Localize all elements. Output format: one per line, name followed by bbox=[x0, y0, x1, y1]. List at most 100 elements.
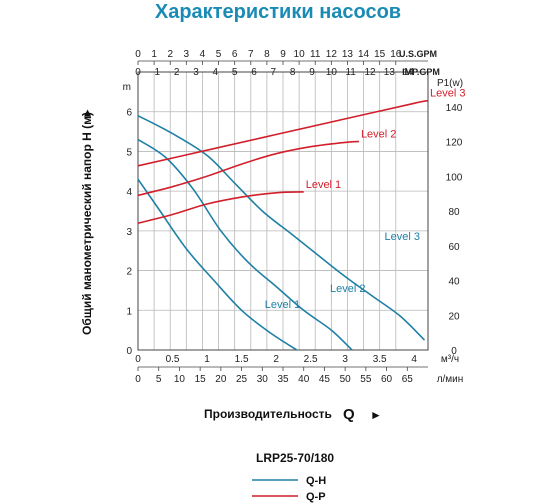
x-axis-label: Производительность bbox=[204, 407, 332, 421]
power-tick-label: 80 bbox=[448, 207, 460, 218]
impgpm-tick-label: 13 bbox=[384, 67, 396, 78]
model-name: LRP25-70/180 bbox=[256, 451, 334, 465]
head-tick-label: 4 bbox=[126, 187, 132, 198]
qp-curve-level-3 bbox=[137, 99, 429, 167]
lmin-tick-label: 25 bbox=[236, 374, 248, 385]
qh-curve-level-1 bbox=[137, 178, 298, 351]
qp-curve-level-2 bbox=[137, 140, 360, 197]
y-axis-label: Общий манометрический напор H (м) bbox=[80, 112, 94, 335]
usgpm-tick-label: 6 bbox=[232, 49, 238, 60]
m3h-tick-label: 2.5 bbox=[304, 354, 318, 365]
m3h-tick-label: 2 bbox=[273, 354, 279, 365]
power-unit: P1(w) bbox=[437, 78, 463, 89]
qp-label-level-1: Level 1 bbox=[306, 179, 341, 191]
qp-label-level-3: Level 3 bbox=[430, 88, 465, 100]
m3h-tick-label: 0 bbox=[135, 354, 141, 365]
lmin-tick-label: 0 bbox=[135, 374, 141, 385]
lmin-tick-label: 30 bbox=[257, 374, 269, 385]
qh-curve-level-2 bbox=[137, 138, 353, 351]
power-tick-label: 40 bbox=[448, 277, 460, 288]
m3h-tick-label: 1 bbox=[204, 354, 210, 365]
legend: Q-H Q-P bbox=[252, 475, 326, 503]
m3h-tick-label: 0.5 bbox=[166, 354, 180, 365]
impgpm-tick-label: 8 bbox=[290, 67, 296, 78]
lmin-tick-label: 45 bbox=[319, 374, 331, 385]
lmin-tick-label: 60 bbox=[381, 374, 393, 385]
head-tick-label: 6 bbox=[126, 108, 132, 119]
lmin-tick-label: 5 bbox=[156, 374, 162, 385]
usgpm-tick-label: 4 bbox=[200, 49, 206, 60]
lmin-tick-label: 15 bbox=[195, 374, 207, 385]
legend-qh-label: Q-H bbox=[306, 475, 326, 487]
impgpm-tick-label: 0 bbox=[135, 67, 141, 78]
impgpm-unit: IMP.GPM bbox=[402, 67, 440, 77]
y-axis-arrow: ► bbox=[80, 107, 94, 119]
usgpm-unit: U.S.GPM bbox=[399, 49, 437, 59]
m3h-tick-label: 4 bbox=[411, 354, 417, 365]
power-tick-label: 60 bbox=[448, 242, 460, 253]
power-tick-label: 140 bbox=[446, 103, 463, 114]
head-tick-label: 5 bbox=[126, 147, 132, 158]
qh-label-level-3: Level 3 bbox=[385, 231, 420, 243]
power-tick-label: 100 bbox=[446, 172, 463, 183]
lmin-tick-label: 35 bbox=[277, 374, 289, 385]
usgpm-tick-label: 10 bbox=[294, 49, 306, 60]
impgpm-tick-label: 7 bbox=[271, 67, 277, 78]
legend-qp-label: Q-P bbox=[306, 491, 326, 503]
usgpm-tick-label: 0 bbox=[135, 49, 141, 60]
impgpm-tick-label: 3 bbox=[193, 67, 199, 78]
curves bbox=[137, 99, 429, 351]
usgpm-tick-label: 2 bbox=[167, 49, 173, 60]
usgpm-tick-label: 13 bbox=[342, 49, 354, 60]
m3h-unit: м³/ч bbox=[441, 354, 459, 365]
lmin-tick-label: 65 bbox=[402, 374, 414, 385]
series-labels: Level 1 Level 2 Level 3 Level 1 Level 2 Level… bbox=[265, 88, 466, 311]
usgpm-tick-label: 16 bbox=[390, 49, 402, 60]
qh-label-level-1: Level 1 bbox=[265, 299, 300, 311]
x-axis-symbol: Q bbox=[343, 406, 355, 423]
qh-label-level-2: Level 2 bbox=[330, 283, 365, 295]
power-tick-label: 0 bbox=[451, 346, 457, 357]
usgpm-tick-label: 11 bbox=[310, 49, 321, 60]
impgpm-tick-label: 14 bbox=[403, 67, 415, 78]
lmin-tick-label: 50 bbox=[340, 374, 352, 385]
impgpm-tick-label: 4 bbox=[213, 67, 219, 78]
impgpm-tick-label: 11 bbox=[345, 67, 356, 78]
usgpm-tick-label: 9 bbox=[280, 49, 286, 60]
qp-curve-level-1 bbox=[137, 191, 304, 224]
impgpm-tick-label: 12 bbox=[364, 67, 376, 78]
m3h-tick-label: 3.5 bbox=[373, 354, 387, 365]
lmin-tick-label: 20 bbox=[215, 374, 227, 385]
m3h-tick-label: 3 bbox=[342, 354, 348, 365]
lmin-tick-label: 10 bbox=[174, 374, 186, 385]
m3h-tick-label: 1.5 bbox=[235, 354, 249, 365]
impgpm-tick-label: 9 bbox=[309, 67, 315, 78]
impgpm-tick-label: 5 bbox=[232, 67, 238, 78]
chart-title: Характеристики насосов bbox=[155, 1, 401, 23]
impgpm-tick-label: 1 bbox=[155, 67, 161, 78]
impgpm-tick-label: 6 bbox=[251, 67, 257, 78]
head-tick-label: 3 bbox=[126, 227, 132, 238]
usgpm-tick-label: 1 bbox=[151, 49, 157, 60]
lmin-unit: л/мин bbox=[437, 374, 464, 385]
usgpm-tick-label: 8 bbox=[264, 49, 270, 60]
head-unit: m bbox=[123, 82, 131, 93]
lmin-tick-label: 55 bbox=[360, 374, 372, 385]
power-tick-label: 120 bbox=[446, 138, 463, 149]
qp-label-level-2: Level 2 bbox=[361, 129, 396, 141]
usgpm-tick-label: 5 bbox=[216, 49, 222, 60]
x-axis-arrow: ► bbox=[370, 408, 382, 422]
head-tick-label: 1 bbox=[126, 306, 132, 317]
usgpm-tick-label: 7 bbox=[248, 49, 254, 60]
head-tick-label: 2 bbox=[126, 267, 132, 278]
usgpm-tick-label: 12 bbox=[326, 49, 338, 60]
head-tick-label: 0 bbox=[126, 346, 132, 357]
usgpm-tick-label: 14 bbox=[358, 49, 370, 60]
impgpm-tick-label: 2 bbox=[174, 67, 180, 78]
impgpm-tick-label: 10 bbox=[326, 67, 338, 78]
lmin-tick-label: 40 bbox=[298, 374, 310, 385]
power-tick-label: 20 bbox=[448, 311, 460, 322]
usgpm-tick-label: 15 bbox=[374, 49, 386, 60]
